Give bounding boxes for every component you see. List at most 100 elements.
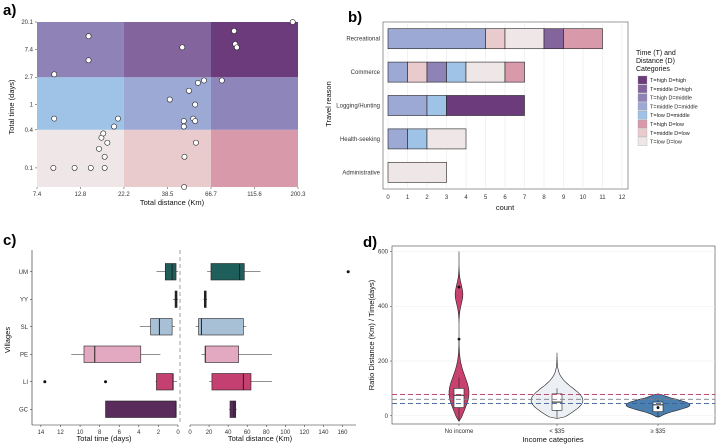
legend-title-line-1: Time (T) and xyxy=(636,50,676,57)
legend-swatch xyxy=(637,111,648,120)
b-x-tick-label: 4 xyxy=(464,195,468,201)
cell-time-low-dist-mid xyxy=(123,129,211,187)
legend-swatch xyxy=(637,137,648,146)
cell-time-low-dist-high xyxy=(210,129,298,187)
y-tick-label: 1 xyxy=(30,103,34,109)
left-x-tick-label: 14 xyxy=(38,430,45,436)
scatter-point xyxy=(179,44,186,51)
bar-segment xyxy=(387,161,447,183)
bar-segment xyxy=(426,61,447,83)
bar-segment xyxy=(465,61,506,83)
left-x-tick-label: 4 xyxy=(137,430,141,436)
violin-2 xyxy=(530,352,584,419)
left-box-LI xyxy=(156,373,174,391)
x-tick-label: 12.8 xyxy=(75,192,87,198)
cell-time-high-dist-high xyxy=(210,22,298,78)
d-x-tick-label: < $35 xyxy=(549,429,565,435)
b-x-tick-label: 3 xyxy=(445,195,449,201)
d-y-tick-label: 400 xyxy=(378,304,389,310)
panel-b-ylabel: Travel reason xyxy=(324,81,333,127)
x-tick-label: 7.4 xyxy=(33,192,42,198)
b-x-tick-label: 6 xyxy=(503,195,507,201)
left-x-tick-label: 2 xyxy=(157,430,161,436)
d-x-tick-label: No income xyxy=(445,429,474,435)
b-x-tick-label: 11 xyxy=(599,195,606,201)
village-label: LI xyxy=(23,380,28,386)
scatter-point xyxy=(166,96,173,103)
bar-segment xyxy=(563,28,603,50)
bar-segment xyxy=(426,128,467,150)
bar-segment xyxy=(387,95,428,116)
cell-time-mid-dist-high xyxy=(210,77,298,130)
left-x-tick-label: 8 xyxy=(98,430,102,436)
village-label: PE xyxy=(20,352,28,358)
panel-d-xlabel: Income categories xyxy=(522,435,584,444)
d-y-tick-label: 200 xyxy=(378,359,389,365)
panel-a-label: a) xyxy=(3,2,16,19)
bar-segment xyxy=(504,28,545,50)
violin-box xyxy=(453,388,465,408)
village-label: UM xyxy=(19,270,28,276)
violin-outlier xyxy=(457,337,461,341)
legend-swatch xyxy=(637,102,648,111)
right-box-PE xyxy=(204,345,239,363)
panel-b-bar-chart: 0 1 2 3 4 5 6 7 8 9 10 11 12RecreationalCommerceLogg… xyxy=(324,21,698,212)
right-x-tick-label: 60 xyxy=(244,430,251,436)
panel-d-violins: 0 200 400 600 No income < $35 ≥ $35 Income cat… xyxy=(367,245,716,444)
right-x-tick-label: 40 xyxy=(225,430,232,436)
left-x-tick-label: 6 xyxy=(118,430,122,436)
bar-segment xyxy=(543,28,564,50)
left-x-tick-label: 12 xyxy=(57,430,64,436)
scatter-point xyxy=(111,123,117,130)
legend-label: T=high D=middle xyxy=(650,96,692,102)
right-x-tick-label: 20 xyxy=(206,430,213,436)
x-tick-label: 115.6 xyxy=(247,192,262,198)
right-box-GC xyxy=(229,400,237,418)
legend-label: T=low D=middle xyxy=(650,113,690,119)
scatter-point xyxy=(186,87,192,94)
legend-label: T=high D=high xyxy=(650,78,686,84)
scatter-point xyxy=(180,118,187,124)
left-outlier xyxy=(104,380,108,384)
scatter-point xyxy=(180,123,187,130)
scatter-point xyxy=(233,44,240,51)
cell-time-high-dist-mid xyxy=(123,22,211,78)
b-x-tick-label: 7 xyxy=(523,195,527,201)
scatter-point xyxy=(181,184,188,190)
bar-segment xyxy=(446,95,525,116)
right-box-SL xyxy=(198,318,244,336)
d-x-tick-label: ≥ $35 xyxy=(651,429,667,435)
d-y-tick-label: 600 xyxy=(378,249,389,255)
b-category-label: Commerce xyxy=(351,70,381,76)
b-x-tick-label: 10 xyxy=(580,195,587,201)
scatter-point xyxy=(87,165,94,171)
b-x-tick-label: 1 xyxy=(406,195,410,201)
cell-time-high-dist-low xyxy=(37,22,124,78)
scatter-point xyxy=(218,77,225,84)
panel-a-scatter: 7.4 12.8 22.2 38.5 66.7 115.6 200.3 0.1 0.4 1 2.7 7… xyxy=(7,19,306,207)
scatter-point xyxy=(51,115,58,122)
b-x-tick-label: 8 xyxy=(542,195,546,201)
x-tick-label: 22.2 xyxy=(118,192,130,198)
x-tick-label: 38.5 xyxy=(162,192,174,198)
legend-swatch xyxy=(637,75,648,85)
right-x-tick-label: 140 xyxy=(318,430,329,436)
left-box-PE xyxy=(83,345,142,363)
violin-outlier xyxy=(457,285,461,289)
bar-segment xyxy=(446,61,467,83)
panel-b-xlabel: count xyxy=(496,203,515,212)
right-box-UM xyxy=(210,263,245,281)
bar-segment xyxy=(407,61,428,83)
legend-title-line-2: Distance (D) xyxy=(636,58,675,65)
scatter-point xyxy=(115,115,121,122)
left-box-UM xyxy=(164,263,177,281)
legend-swatch xyxy=(637,93,648,102)
scatter-point xyxy=(201,77,207,84)
village-label: GC xyxy=(19,407,29,413)
scatter-point xyxy=(192,118,199,124)
left-x-tick-label: 10 xyxy=(77,430,84,436)
bar-segment xyxy=(387,128,408,150)
bar-segment xyxy=(387,61,408,83)
b-category-label: Health-seeking xyxy=(340,137,380,143)
